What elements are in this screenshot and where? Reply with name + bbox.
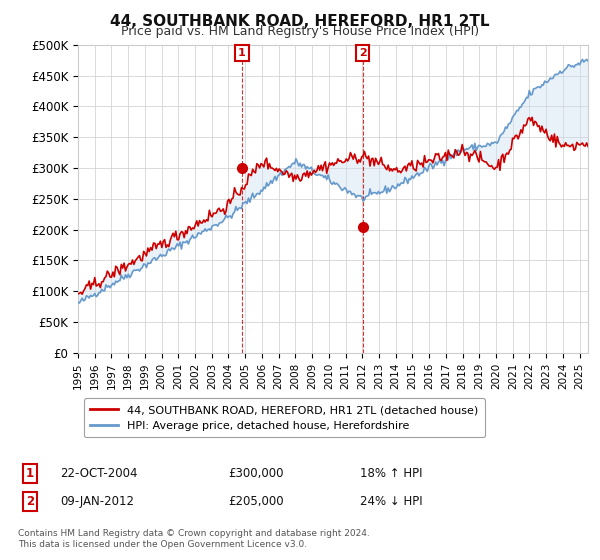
Text: £300,000: £300,000 <box>228 466 284 480</box>
Text: £205,000: £205,000 <box>228 494 284 508</box>
Text: 1: 1 <box>26 466 34 480</box>
Text: 2: 2 <box>26 494 34 508</box>
Text: Price paid vs. HM Land Registry's House Price Index (HPI): Price paid vs. HM Land Registry's House … <box>121 25 479 38</box>
Text: 24% ↓ HPI: 24% ↓ HPI <box>360 494 422 508</box>
Text: 1: 1 <box>238 48 246 58</box>
Text: Contains HM Land Registry data © Crown copyright and database right 2024.
This d: Contains HM Land Registry data © Crown c… <box>18 529 370 549</box>
Legend: 44, SOUTHBANK ROAD, HEREFORD, HR1 2TL (detached house), HPI: Average price, deta: 44, SOUTHBANK ROAD, HEREFORD, HR1 2TL (d… <box>83 398 485 437</box>
Text: 09-JAN-2012: 09-JAN-2012 <box>60 494 134 508</box>
Text: 44, SOUTHBANK ROAD, HEREFORD, HR1 2TL: 44, SOUTHBANK ROAD, HEREFORD, HR1 2TL <box>110 14 490 29</box>
Text: 22-OCT-2004: 22-OCT-2004 <box>60 466 137 480</box>
Text: 18% ↑ HPI: 18% ↑ HPI <box>360 466 422 480</box>
Text: 2: 2 <box>359 48 367 58</box>
